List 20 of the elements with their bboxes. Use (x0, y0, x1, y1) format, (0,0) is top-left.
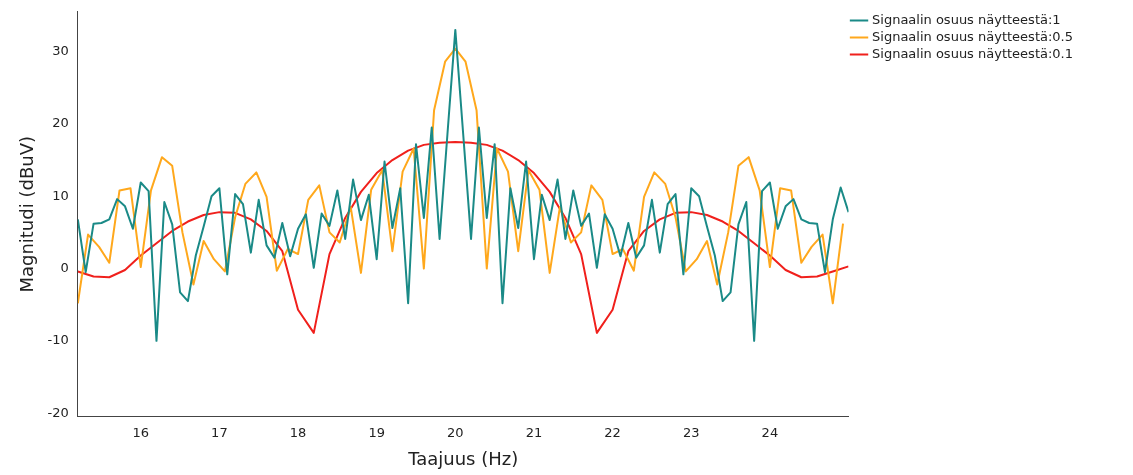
legend-label: Signaalin osuus näytteestä:0.5 (872, 28, 1074, 44)
x-tick-label: 24 (761, 424, 779, 440)
x-axis-title: Taajuus (Hz) (407, 447, 519, 469)
y-tick-label: 30 (52, 42, 69, 58)
x-tick-label: 16 (132, 424, 150, 440)
x-tick-label: 18 (289, 424, 307, 440)
legend-label: Signaalin osuus näytteestä:0.1 (872, 45, 1074, 61)
x-tick-label: 20 (447, 424, 464, 440)
x-tick-label: 23 (682, 424, 700, 440)
legend-label: Signaalin osuus näytteestä:1 (872, 11, 1061, 27)
y-tick-label: 0 (60, 259, 69, 275)
x-tick-label: 19 (368, 424, 385, 440)
y-axis-title: Magnitudi (dBuV) (16, 136, 38, 293)
x-tick-label: 21 (525, 424, 543, 440)
x-tick-label: 17 (211, 424, 228, 440)
y-tick-label: -10 (47, 332, 69, 348)
y-tick-label: 10 (52, 187, 69, 203)
x-tick-label: 22 (604, 424, 621, 440)
y-tick-label: -20 (47, 404, 69, 420)
y-tick-label: 20 (52, 115, 69, 131)
